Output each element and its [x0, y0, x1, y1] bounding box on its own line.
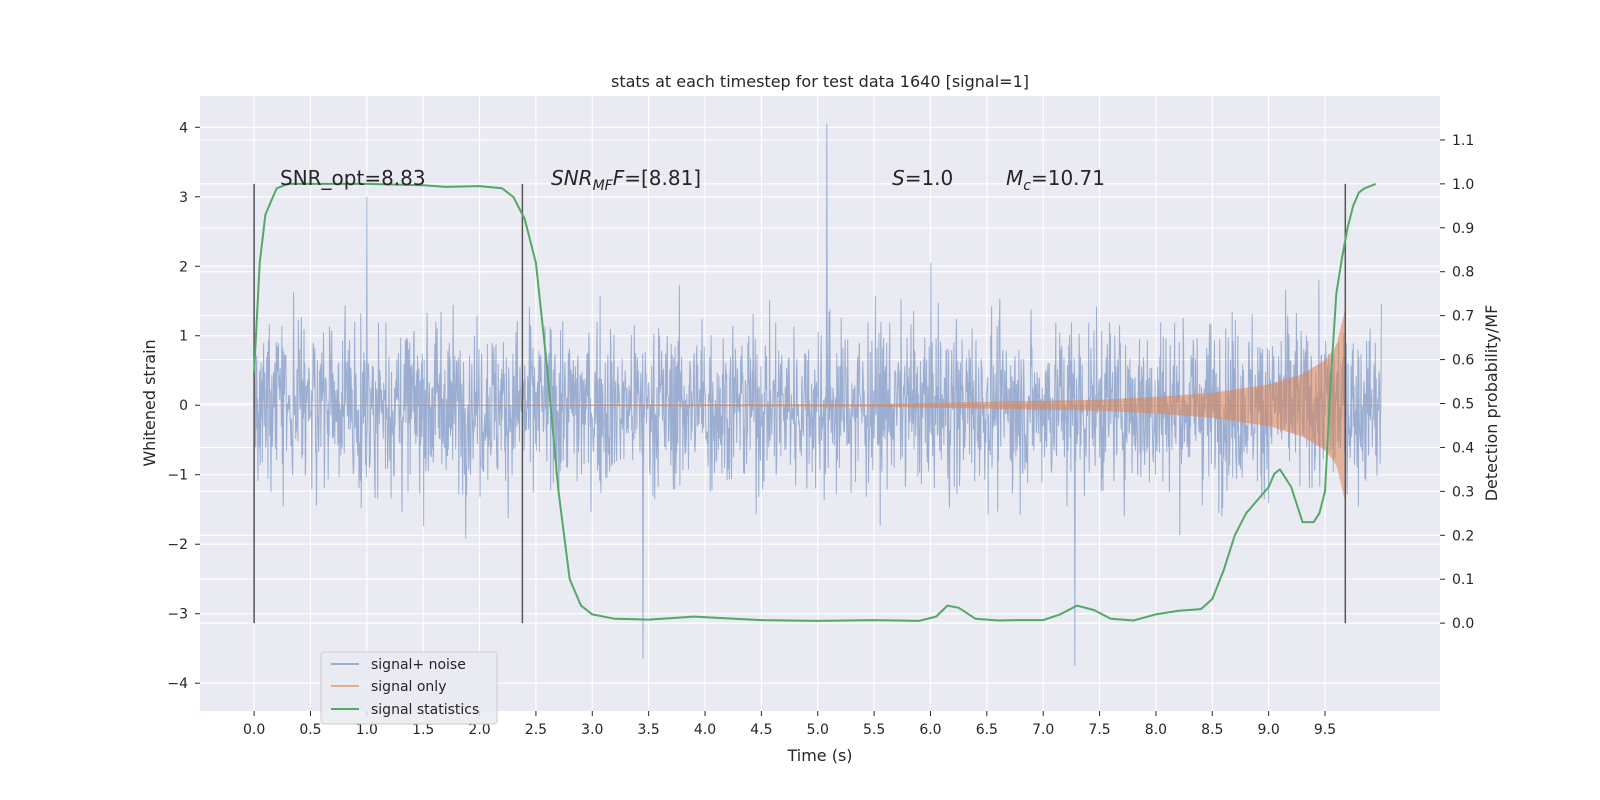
series-signal-statistics [253, 182, 1377, 622]
y-right-tick-label: 0.1 [1452, 572, 1474, 588]
y-right-tick-label: 1.0 [1452, 177, 1474, 193]
series-signal-noise [253, 123, 1382, 666]
y-right-tick-label: 0.5 [1452, 397, 1474, 413]
s-main: S [892, 166, 905, 190]
y-right-tick-label: 0.8 [1452, 265, 1474, 281]
legend-box [320, 651, 498, 725]
y-left-tick-label: −2 [167, 537, 188, 553]
x-tick-label: 4.5 [750, 722, 772, 738]
x-tick-label: 2.5 [525, 722, 547, 738]
y-right-tick-label: 0.0 [1452, 616, 1474, 632]
y-right-tick-label: 0.7 [1452, 309, 1474, 325]
chart-title: stats at each timestep for test data 164… [611, 72, 1029, 91]
y-right-tick-label: 1.1 [1452, 133, 1474, 149]
y-axis-label-left: Whitened strain [140, 339, 159, 466]
legend-label-signal: signal only [371, 679, 446, 695]
noise-series-group [253, 123, 1382, 666]
mc-main: M [1006, 166, 1023, 190]
y-right-tick-label: 0.2 [1452, 528, 1474, 544]
legend-label-stats: signal statistics [371, 702, 479, 718]
snr-mf-value: =[8.81] [624, 166, 701, 190]
x-tick-label: 0.5 [299, 722, 321, 738]
x-tick-label: 9.0 [1258, 722, 1280, 738]
x-axis-label: Time (s) [786, 746, 852, 765]
snr-mf-f: F [613, 166, 625, 190]
snr-mf-main: SNR [551, 166, 593, 190]
x-tick-label: 1.0 [356, 722, 378, 738]
y-left-tick-label: 4 [179, 120, 188, 136]
mc-sub: c [1023, 178, 1031, 194]
x-tick-label: 5.5 [863, 722, 885, 738]
x-tick-label: 8.0 [1145, 722, 1167, 738]
x-tick-label: 5.0 [807, 722, 829, 738]
y-right-tick-label: 0.9 [1452, 221, 1474, 237]
annotation-snr-opt: SNR_opt=8.83 [280, 166, 426, 190]
y-right-tick-label: 0.4 [1452, 440, 1474, 456]
statistics-series-group [253, 182, 1377, 622]
snr-mf-sub: MF [593, 178, 614, 194]
y-left-tick-label: −1 [167, 468, 188, 484]
signal-series-group [254, 307, 1382, 503]
y-right-tick-label: 0.3 [1452, 484, 1474, 500]
annotation-s: S=1.0 [892, 166, 953, 190]
annotation-mc: Mc=10.71 [1006, 166, 1105, 194]
x-tick-label: 2.0 [468, 722, 490, 738]
x-tick-label: 9.5 [1314, 722, 1336, 738]
y-right-tick-label: 0.6 [1452, 353, 1474, 369]
y-left-tick-label: 0 [179, 398, 188, 414]
x-tick-label: 1.5 [412, 722, 434, 738]
legend: signal+ noise signal only signal statist… [320, 651, 498, 725]
x-tick-label: 7.0 [1032, 722, 1054, 738]
x-tick-label: 6.0 [919, 722, 941, 738]
annotation-snr-mf: SNRMFF=[8.81] [551, 166, 701, 194]
x-tick-label: 7.5 [1088, 722, 1110, 738]
y-left-tick-label: 1 [179, 329, 188, 345]
y-left-tick-label: 3 [179, 190, 188, 206]
s-value: =1.0 [905, 166, 954, 190]
y-left-tick-label: 2 [179, 259, 188, 275]
y-axis-label-right: Detection probability/MF [1482, 305, 1501, 502]
x-tick-label: 3.0 [581, 722, 603, 738]
x-tick-label: 0.0 [243, 722, 265, 738]
x-tick-label: 8.5 [1201, 722, 1223, 738]
mc-value: =10.71 [1031, 166, 1105, 190]
x-tick-label: 3.5 [638, 722, 660, 738]
legend-label-noise: signal+ noise [371, 657, 466, 673]
y-left-tick-label: −4 [167, 676, 188, 692]
vertical-markers [253, 183, 1347, 624]
x-tick-label: 4.0 [694, 722, 716, 738]
tick-labels: 0.0 0.5 1.0 1.5 2.0 2.5 3.0 3.5 4.0 4.5 5.0 5.5 6.0 6… [167, 120, 1474, 738]
y-left-tick-label: −3 [167, 607, 188, 623]
x-tick-label: 6.5 [976, 722, 998, 738]
